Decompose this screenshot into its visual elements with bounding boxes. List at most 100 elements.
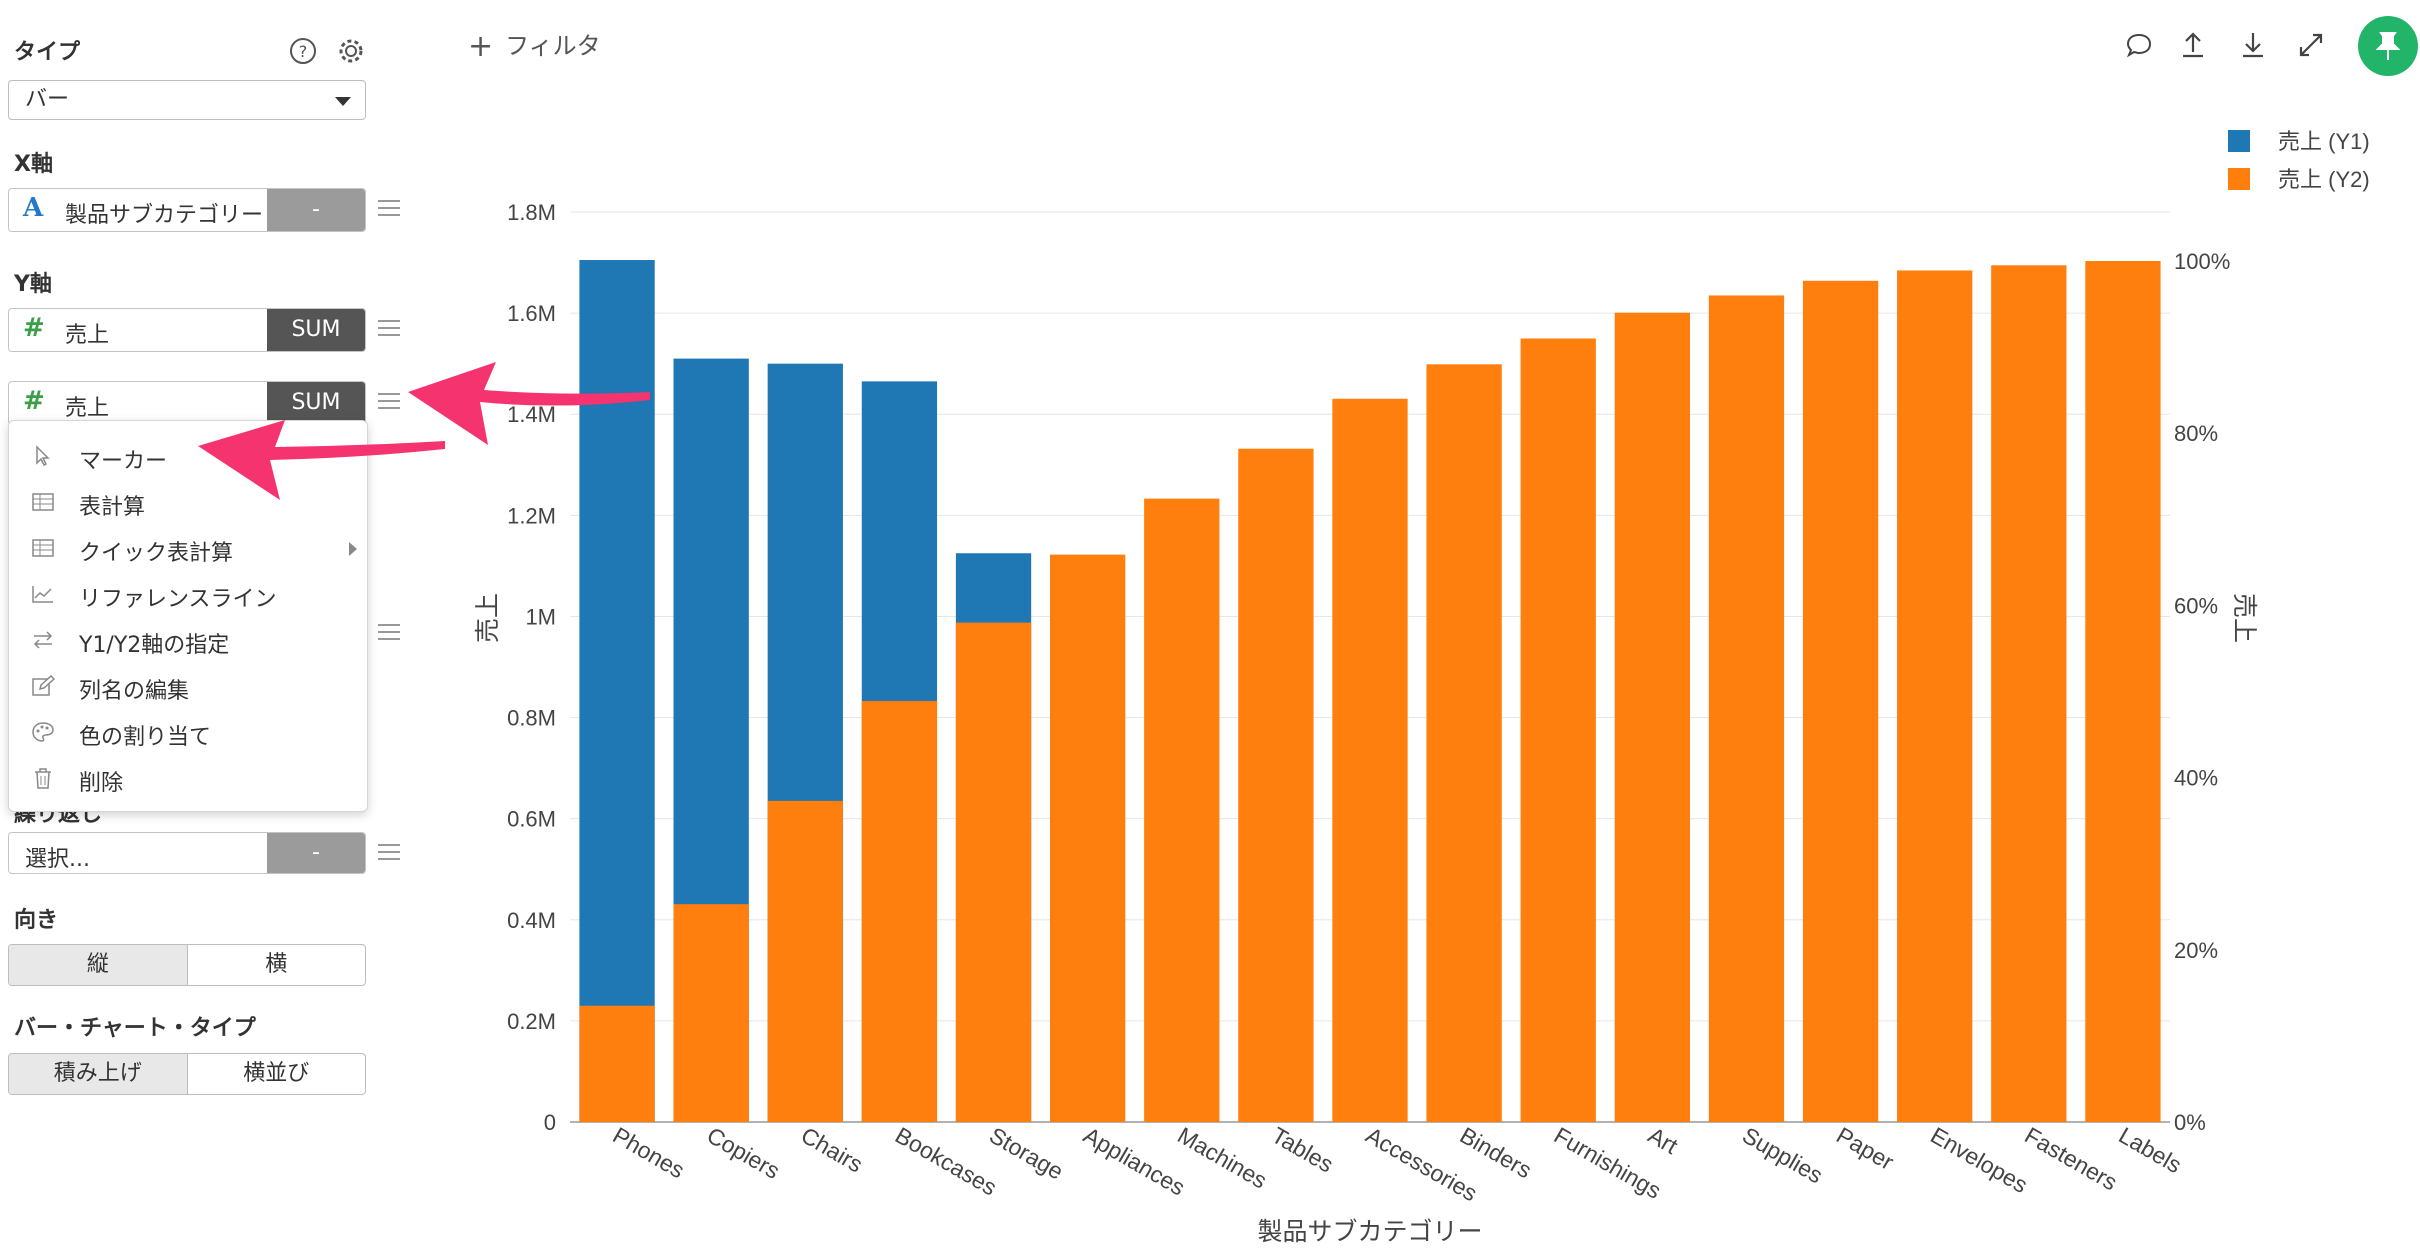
submenu-arrow-icon [349, 542, 357, 556]
bar-y2 [1802, 280, 1879, 1122]
help-icon[interactable]: ? [288, 36, 318, 66]
swap-icon [33, 631, 53, 649]
xaxis-field-name: 製品サブカテゴリー [65, 203, 264, 228]
menu-item-label: 表計算 [79, 495, 146, 520]
legend-label: 売上 (Y1) [2278, 129, 2370, 154]
edit-icon [32, 675, 55, 696]
orientation-label: 向き [14, 908, 59, 933]
bar-y2 [579, 1005, 655, 1122]
palette-icon [32, 722, 54, 742]
bar-y2 [955, 622, 1032, 1122]
y-tick-label: 0.6M [507, 807, 556, 832]
x-tick-label: Machines [1173, 1122, 1271, 1194]
settings-panel: タイプ ? バー X軸 A 製品サブカテゴリー - Y軸 # 売上 SUM # … [0, 0, 410, 1258]
chart-type-value: バー [25, 87, 70, 112]
menu-item-label: 列名の編集 [79, 679, 190, 704]
y-axis-title: 売上 [474, 593, 502, 643]
x-tick-label: Furnishings [1550, 1122, 1666, 1204]
caret-down-icon [335, 97, 351, 106]
menu-item-color-assign[interactable]: 色の割り当て [9, 710, 367, 754]
y2-tick-label: 80% [2174, 421, 2218, 446]
pin-button[interactable] [2358, 16, 2418, 76]
download-icon[interactable] [2238, 30, 2268, 60]
x-tick-label: Phones [609, 1122, 690, 1184]
menu-item-quick-table-calc[interactable]: クイック表計算 [9, 526, 367, 570]
orientation-toggle: 縦 横 [8, 944, 366, 986]
bar-y2 [1238, 448, 1314, 1122]
yaxis-2-agg-button[interactable]: SUM [267, 382, 365, 424]
menu-item-reference-line[interactable]: リファレンスライン [9, 572, 367, 616]
bar-y2 [1144, 498, 1220, 1122]
line-chart-icon [32, 586, 53, 603]
bar-y2 [1708, 295, 1785, 1122]
x-tick-label: Copiers [703, 1122, 785, 1184]
menu-item-label: リファレンスライン [79, 587, 277, 612]
gear-icon[interactable] [336, 36, 366, 66]
bar-y2 [1050, 554, 1126, 1122]
comment-icon[interactable] [2124, 30, 2154, 60]
menu-item-y1y2[interactable]: Y1/Y2軸の指定 [9, 618, 367, 662]
legend-swatch [2228, 168, 2250, 190]
expand-icon[interactable] [2296, 30, 2326, 60]
xaxis-agg-button[interactable]: - [267, 189, 365, 231]
yaxis-field-2-name: 売上 [65, 396, 110, 421]
x-tick-label: Appliances [1079, 1122, 1189, 1201]
y-tick-label: 1.2M [507, 503, 556, 528]
xaxis-menu-icon[interactable] [378, 200, 400, 218]
x-tick-label: Art [1644, 1122, 1683, 1160]
orientation-vertical[interactable]: 縦 [9, 945, 187, 985]
y-tick-label: 0.8M [507, 706, 556, 731]
repeat-field-placeholder: 選択... [25, 847, 90, 872]
orientation-horizontal[interactable]: 横 [186, 945, 366, 985]
menu-item-label: 色の割り当て [79, 725, 212, 750]
bar-type-grouped[interactable]: 横並び [186, 1054, 366, 1094]
y-tick-label: 0.2M [507, 1009, 556, 1034]
y-tick-label: 1.6M [507, 301, 556, 326]
x-tick-label: Supplies [1738, 1122, 1827, 1189]
number-type-icon: # [23, 386, 45, 416]
bar-chart: 0 0.2M 0.4M 0.6M 0.8M 1M 1.2M 1.4M 1.6M 1.8M 0% 20%… [474, 129, 2370, 1246]
yaxis-1-agg-button[interactable]: SUM [267, 309, 365, 351]
yaxis-2-menu-icon[interactable] [378, 393, 400, 411]
y-tick-label: 1.8M [507, 200, 556, 225]
repeat-menu-icon[interactable] [378, 844, 400, 862]
filter-label: フィルタ [505, 32, 601, 60]
bar-y2 [861, 700, 938, 1122]
color-menu-icon[interactable] [378, 624, 400, 642]
bar-y2 [1897, 270, 1973, 1122]
yaxis-field-1[interactable]: # 売上 SUM [8, 308, 366, 352]
string-type-icon: A [23, 193, 44, 223]
bar-y2 [1332, 398, 1408, 1122]
y-tick-label: 1.4M [507, 402, 556, 427]
upload-icon[interactable] [2178, 30, 2208, 60]
x-tick-label: Chairs [797, 1122, 868, 1178]
y-tick-label: 0 [544, 1110, 556, 1135]
x-tick-label: Envelopes [1926, 1122, 2032, 1198]
yaxis-label: Y軸 [14, 272, 52, 297]
x-tick-label: Paper [1832, 1122, 1898, 1175]
chart-type-select[interactable]: バー [8, 80, 366, 120]
type-label: タイプ [14, 40, 81, 65]
menu-item-table-calc[interactable]: 表計算 [9, 480, 367, 524]
bar-type-toggle: 積み上げ 横並び [8, 1053, 366, 1095]
repeat-agg-button[interactable]: - [267, 833, 365, 873]
menu-item-rename[interactable]: 列名の編集 [9, 664, 367, 708]
xaxis-field[interactable]: A 製品サブカテゴリー - [8, 188, 366, 232]
menu-item-marker[interactable]: マーカー [9, 434, 367, 478]
yaxis-1-menu-icon[interactable] [378, 320, 400, 338]
menu-item-label: Y1/Y2軸の指定 [79, 633, 230, 658]
y2-tick-label: 20% [2174, 938, 2218, 963]
y2-axis-title: 売上 [2230, 593, 2258, 643]
legend-swatch [2228, 130, 2250, 152]
menu-item-delete[interactable]: 削除 [9, 756, 367, 800]
bar-y2 [1520, 338, 1596, 1122]
add-filter-button[interactable]: + フィルタ [468, 26, 601, 64]
x-tick-label: Binders [1456, 1122, 1537, 1184]
yaxis-field-1-name: 売上 [65, 323, 110, 348]
bar-type-stacked[interactable]: 積み上げ [9, 1054, 187, 1094]
x-axis-title: 製品サブカテゴリー [1257, 1218, 1482, 1246]
pin-icon [2375, 32, 2401, 60]
yaxis-field-2[interactable]: # 売上 SUM [8, 381, 366, 425]
menu-item-label: 削除 [79, 771, 124, 796]
repeat-field[interactable]: 選択... - [8, 832, 366, 874]
